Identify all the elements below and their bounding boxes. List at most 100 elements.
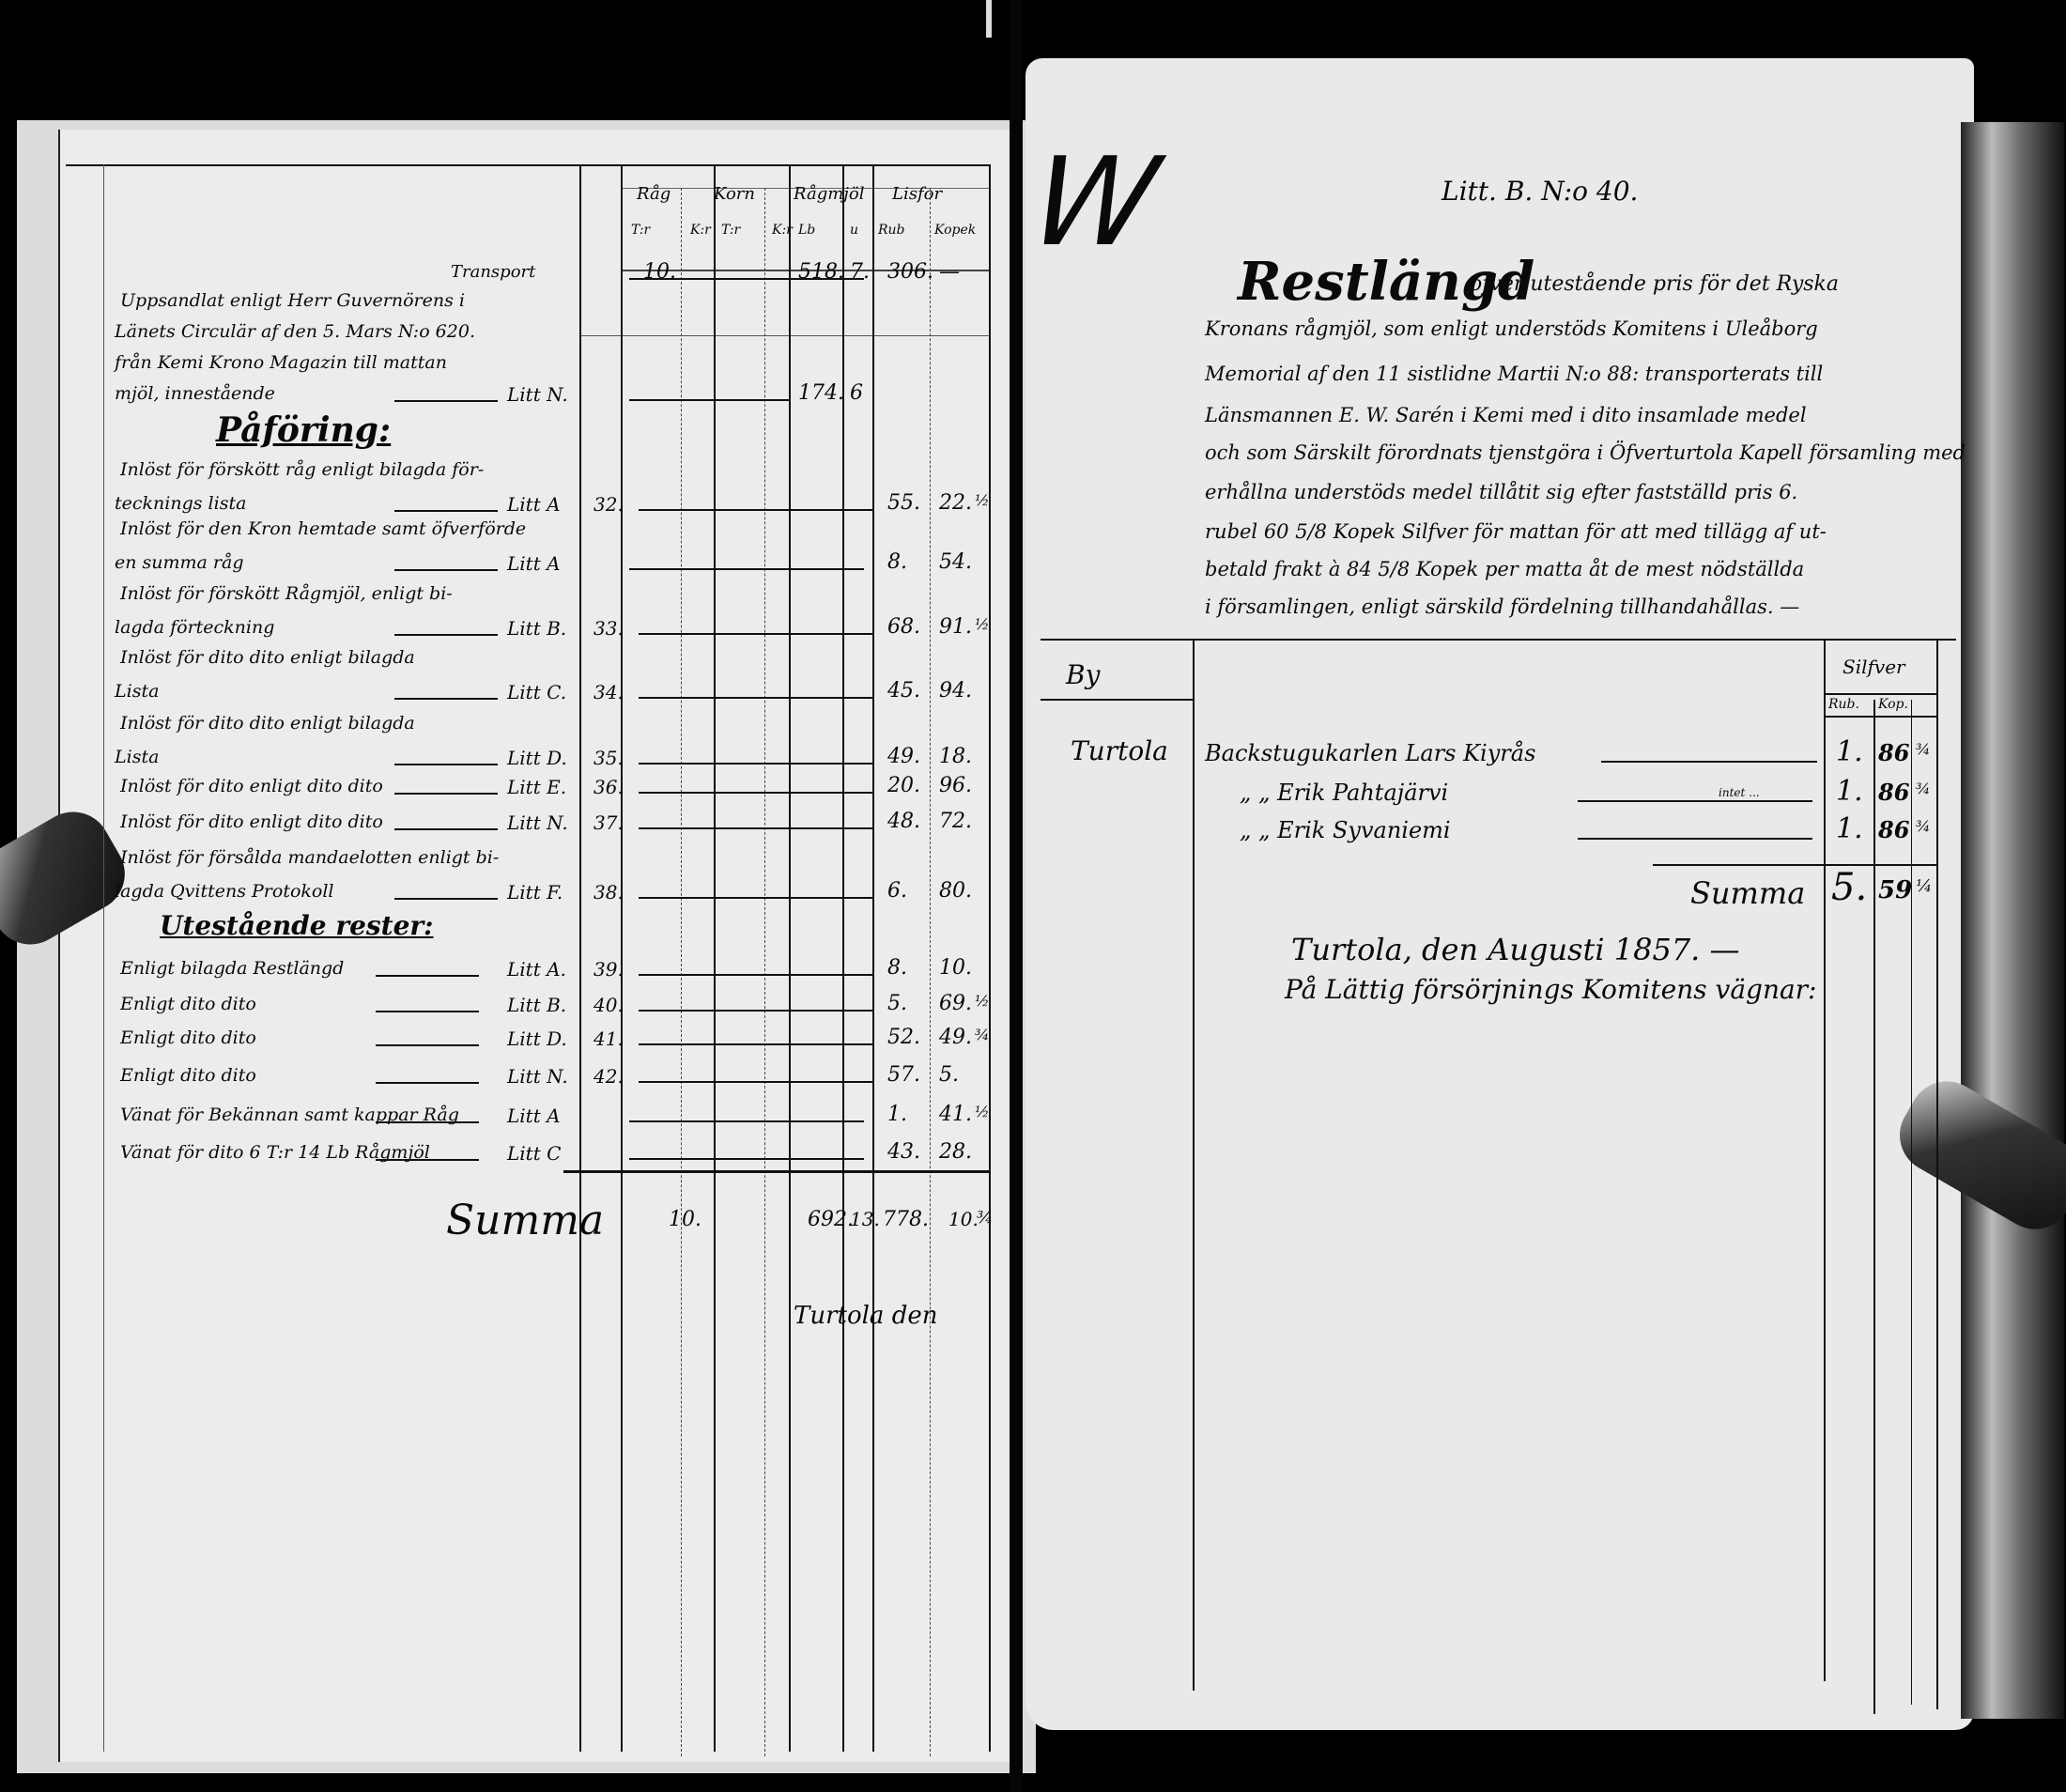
entry-text: Inlöst för försålda mandaelotten enligt …	[120, 847, 500, 868]
name-leader-line	[1578, 838, 1812, 840]
left-signature: Turtola den	[794, 1302, 938, 1330]
paragraph-line: rubel 60 5/8 Kopek Silfver för mattan fö…	[1205, 520, 1827, 543]
amount-rub: 6.	[887, 879, 907, 903]
entry-text: Lista	[115, 747, 160, 767]
entry-text: en summa råg	[115, 552, 244, 573]
row-rule	[639, 1010, 873, 1012]
section-heading: Utestående rester:	[160, 910, 434, 941]
column-line	[789, 164, 791, 1752]
entry-text: Inlöst för förskött råg enligt bilagda f…	[120, 459, 485, 480]
entry-leader-line	[376, 975, 479, 977]
litt-reference: Litt N.	[507, 383, 568, 406]
village-name: Turtola	[1071, 735, 1168, 766]
silfver-subheader-rule	[1824, 716, 1936, 718]
amount-rub: 306.	[887, 260, 933, 284]
row-rule	[629, 399, 789, 401]
entry-text: Inlöst för dito dito enligt bilagda	[120, 647, 415, 668]
reference-number: Litt. B. N:o 40.	[1442, 176, 1639, 207]
amount-kop: 18.	[939, 745, 972, 768]
bilaga-number: 37.	[594, 811, 624, 834]
paragraph-line: betald frakt à 84 5/8 Kopek per matta åt…	[1205, 558, 1805, 580]
entry-leader-line	[394, 698, 498, 700]
amount-kop: —	[939, 260, 960, 284]
entry-text: Enligt dito dito	[120, 1027, 256, 1048]
right-summa-rub: 5.	[1831, 866, 1868, 909]
column-dashed-line	[764, 188, 765, 1756]
amount-kop: 54.	[939, 550, 972, 574]
right-summa-frac: ¼	[1916, 876, 1933, 896]
amount-kop: 41.	[939, 1103, 972, 1126]
litt-reference: Litt A.	[507, 958, 566, 981]
summa-rag: 10.	[669, 1208, 702, 1231]
litt-reference: Litt E.	[507, 776, 567, 798]
header-sub-rule	[621, 270, 989, 271]
amount-mjol-lb: 174.	[798, 381, 844, 405]
litt-reference: Litt C	[507, 1142, 562, 1165]
entry-text: Lista	[115, 681, 160, 702]
amount-rub: 1.	[1836, 775, 1863, 808]
header-korn: Korn	[714, 184, 755, 204]
amount-kop: 94.	[939, 679, 972, 703]
entry-leader-line	[394, 569, 498, 571]
summa-mjol-u: 13.	[850, 1208, 880, 1230]
litt-reference: Litt N.	[507, 1065, 568, 1088]
amount-frac: ½	[975, 992, 990, 1010]
entry-text: tecknings lista	[115, 493, 247, 514]
table-col-divider	[1193, 639, 1195, 1691]
row-rule	[639, 827, 873, 829]
amount-kop: 96.	[939, 774, 972, 797]
amount-rub: 43.	[887, 1140, 920, 1164]
total-rule	[563, 1170, 991, 1173]
entry-text: Inlöst för förskött Rågmjöl, enligt bi-	[120, 583, 453, 604]
amount-rub: 48.	[887, 810, 920, 833]
book-gutter	[1010, 0, 1023, 1792]
entry-leader-line	[394, 510, 498, 512]
summa-mjol-lb: 692.	[808, 1208, 854, 1231]
litt-reference: Litt A	[507, 552, 561, 575]
amount-kop: 28.	[939, 1140, 972, 1164]
committee-signature-line: På Lättig försörjnings Komitens vägnar:	[1285, 974, 1817, 1005]
column-line	[714, 164, 716, 1752]
header-lisfor: Lisfor	[892, 184, 943, 204]
litt-reference: Litt D.	[507, 1027, 567, 1050]
entry-text: Inlöst för dito enligt dito dito	[120, 776, 383, 796]
left-page-ledger	[58, 130, 1013, 1762]
name-leader-line	[1578, 800, 1812, 802]
entry-text: Inlöst för dito enligt dito dito	[120, 811, 383, 832]
table-col-divider	[1873, 700, 1875, 1714]
name-entry: „ „ Erik Syvaniemi	[1240, 817, 1451, 843]
entry-leader-line	[376, 1121, 479, 1123]
bilaga-number: 35.	[594, 747, 624, 769]
name-entry: „ „ Erik Pahtajärvi	[1240, 780, 1449, 806]
book-edge	[1961, 122, 2064, 1719]
entry-text: Länets Circulär af den 5. Mars N:o 620.	[115, 321, 475, 342]
bilaga-number: 38.	[594, 881, 624, 904]
litt-reference: Litt N.	[507, 811, 568, 834]
entry-leader-line	[376, 1082, 479, 1084]
row-rule	[639, 509, 873, 511]
amount-mjol-u: 6	[850, 381, 863, 405]
entry-text: Uppsandlat enligt Herr Guvernörens i	[120, 290, 465, 311]
amount-frac: ¾	[1916, 817, 1931, 835]
entry-leader-line	[394, 793, 498, 795]
right-page-paper	[1025, 58, 1974, 1730]
entry-text: mjöl, innestående	[115, 383, 275, 404]
paragraph-line: Länsmannen E. W. Sarén i Kemi med i dito…	[1205, 404, 1807, 426]
entry-leader-line	[394, 400, 498, 402]
entry-leader-line	[394, 898, 498, 900]
amount-mjol-u: 7.	[850, 260, 870, 284]
row-rule	[639, 633, 873, 635]
subheader-label: Kopek	[934, 223, 977, 238]
subheader-label: Lb	[798, 223, 816, 238]
amount-rub: 1.	[887, 1103, 907, 1126]
entry-text: Inlöst för den Kron hemtade samt öfverfö…	[120, 518, 527, 539]
entry-text: Enligt bilagda Restlängd	[120, 958, 345, 979]
subheader-label: K:r	[690, 223, 711, 238]
amount-rub: 8.	[887, 956, 907, 980]
column-line	[621, 164, 623, 1752]
column-line	[842, 164, 844, 1752]
paragraph-line: Kronans rågmjöl, som enligt understöds K…	[1205, 317, 1818, 340]
column-dashed-line	[930, 188, 931, 1756]
row-rule	[639, 1081, 873, 1083]
subheader-label: K:r	[772, 223, 793, 238]
